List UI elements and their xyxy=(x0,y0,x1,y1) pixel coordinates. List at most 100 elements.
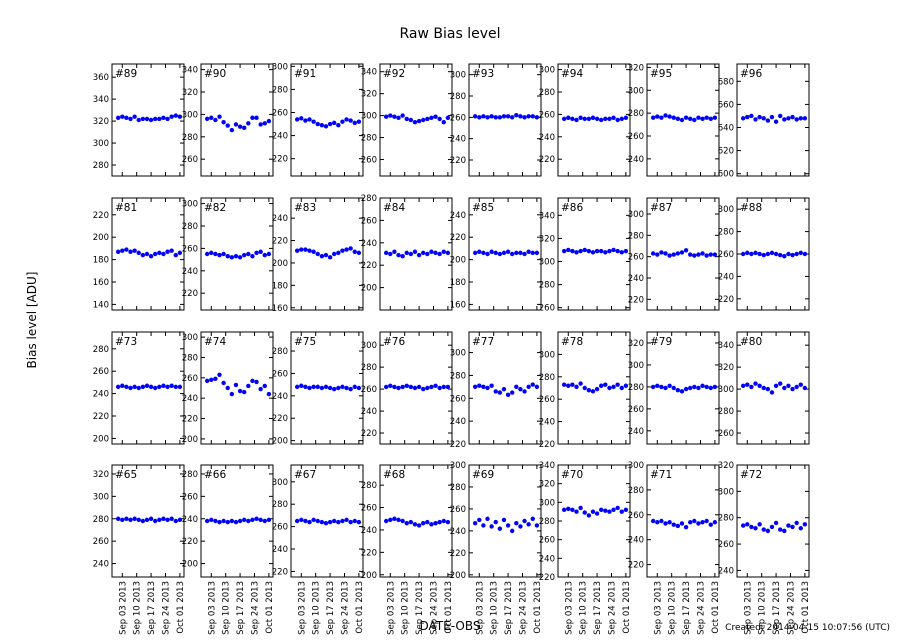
point xyxy=(704,518,709,524)
point xyxy=(481,250,486,256)
point xyxy=(683,386,689,392)
panel-title: #74 xyxy=(204,336,226,348)
point xyxy=(802,522,808,527)
point xyxy=(165,249,170,254)
point xyxy=(493,389,498,394)
point xyxy=(786,523,791,528)
point xyxy=(566,115,571,120)
point xyxy=(124,247,129,252)
point xyxy=(217,519,222,525)
y-tick-label: 260 xyxy=(182,244,198,254)
point xyxy=(650,384,656,390)
point xyxy=(472,250,478,256)
point xyxy=(254,516,259,521)
x-tick-label: Sep 03 2013 xyxy=(475,581,485,635)
point xyxy=(481,523,486,528)
point xyxy=(757,383,762,389)
point xyxy=(603,116,608,122)
point xyxy=(778,527,783,532)
point xyxy=(246,251,251,257)
point xyxy=(124,384,129,390)
point xyxy=(258,122,263,127)
point xyxy=(477,249,482,254)
y-tick-label: 240 xyxy=(718,272,734,282)
panel-title: #96 xyxy=(740,68,762,80)
y-tick-label: 240 xyxy=(539,418,555,428)
point xyxy=(157,116,162,122)
y-tick-label: 260 xyxy=(539,110,555,120)
point xyxy=(623,507,629,512)
point xyxy=(173,113,178,118)
point xyxy=(582,510,587,515)
y-tick-label: 260 xyxy=(182,155,198,165)
point xyxy=(683,115,689,120)
panel-title: #88 xyxy=(740,202,762,214)
point xyxy=(794,117,799,122)
point xyxy=(221,380,226,386)
x-tick-label: Sep 10 2013 xyxy=(579,581,589,635)
point xyxy=(561,507,567,512)
point xyxy=(437,116,442,122)
y-tick-label: 240 xyxy=(450,527,466,537)
point xyxy=(136,517,141,523)
point xyxy=(659,518,664,524)
y-tick-label: 220 xyxy=(450,549,466,559)
point xyxy=(294,384,300,390)
x-tick-label: Sep 10 2013 xyxy=(490,581,500,635)
point xyxy=(319,519,325,525)
point xyxy=(514,113,519,118)
y-tick-label: 280 xyxy=(272,85,288,95)
point xyxy=(794,251,799,257)
point xyxy=(311,249,316,254)
point xyxy=(700,251,705,256)
point xyxy=(574,509,579,514)
point xyxy=(514,384,519,390)
point xyxy=(213,117,218,123)
point xyxy=(303,247,308,252)
point xyxy=(501,517,507,523)
x-tick-label: Sep 17 2013 xyxy=(326,581,336,635)
plot-frame xyxy=(290,464,364,578)
point xyxy=(671,522,676,527)
chart-title: Raw Bias level xyxy=(399,26,500,42)
y-tick-label: 160 xyxy=(93,278,109,288)
point xyxy=(344,117,349,122)
plot-frame xyxy=(111,197,185,311)
point xyxy=(445,519,451,525)
y-tick-label: 260 xyxy=(272,369,288,379)
point xyxy=(692,117,697,123)
y-tick-label: 280 xyxy=(450,371,466,381)
y-tick-label: 300 xyxy=(718,205,734,215)
point xyxy=(489,524,494,529)
point xyxy=(348,386,353,392)
plot-frame xyxy=(557,197,631,311)
point xyxy=(497,115,503,120)
point xyxy=(221,518,226,524)
y-tick-label: 300 xyxy=(272,62,288,72)
y-tick-label: 240 xyxy=(450,211,466,221)
point xyxy=(659,115,664,120)
x-tick-label: Sep 10 2013 xyxy=(668,581,678,635)
y-tick-label: 220 xyxy=(182,289,198,299)
point xyxy=(667,520,672,525)
point xyxy=(225,519,230,525)
point xyxy=(472,520,478,526)
y-tick-label: 340 xyxy=(93,95,109,105)
point xyxy=(765,118,771,123)
y-tick-label: 160 xyxy=(272,304,288,314)
point xyxy=(429,522,434,527)
point xyxy=(396,252,401,258)
panel-title: #93 xyxy=(472,68,494,80)
point xyxy=(765,386,771,392)
point xyxy=(655,520,660,525)
point xyxy=(237,124,243,129)
point xyxy=(441,249,446,254)
point xyxy=(229,127,235,133)
y-tick-label: 220 xyxy=(718,295,734,305)
point xyxy=(148,254,154,259)
point xyxy=(383,518,389,524)
y-tick-label: 300 xyxy=(182,110,198,120)
point xyxy=(671,252,676,257)
point xyxy=(404,521,409,526)
y-tick-label: 200 xyxy=(361,284,377,294)
